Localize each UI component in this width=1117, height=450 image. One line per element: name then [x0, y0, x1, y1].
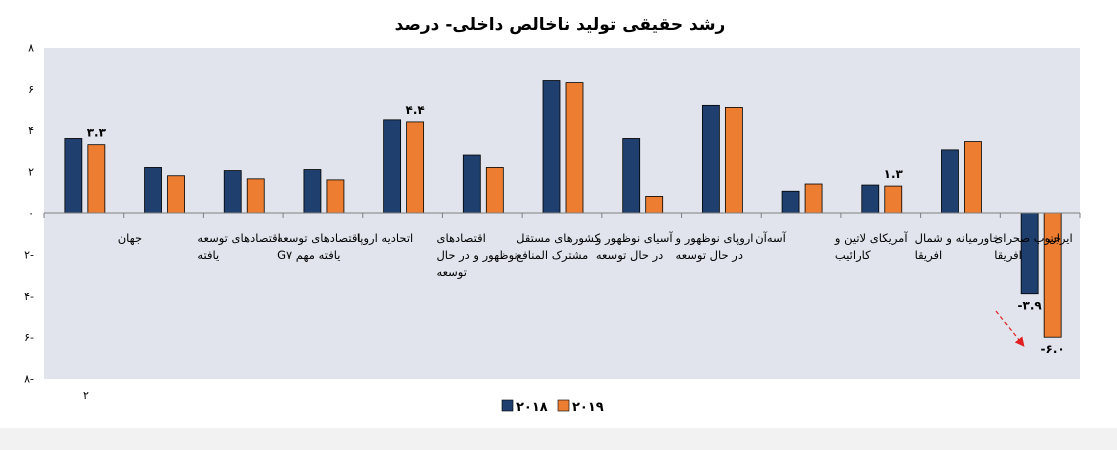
legend-swatch-1 [557, 399, 570, 412]
bars [64, 80, 1062, 338]
y-tick-label: ۰ [28, 207, 34, 220]
y-tick-label: ۲ [28, 166, 34, 179]
bar-3-series-0 [303, 169, 322, 214]
bar-7-series-0 [622, 138, 641, 214]
category-label-1: اقتصادهای توسعه یافته [197, 231, 280, 262]
category-label-11: جنوب صحرای افریقا [994, 231, 1061, 263]
data-label-3: -۳.۹ [1018, 299, 1043, 313]
x-axis [43, 212, 1081, 218]
bar-10-series-1 [884, 185, 903, 214]
bar-6-series-0 [542, 80, 561, 214]
y-tick-label: ۶ [28, 83, 34, 96]
y-tick-label: ۸ [28, 41, 34, 54]
annotation-arrow [995, 310, 1025, 347]
bar-5-series-0 [462, 154, 481, 214]
bar-11-series-0 [941, 149, 959, 214]
bar-2-series-1 [246, 178, 265, 214]
bar-9-series-1 [804, 183, 823, 214]
bar-2-series-0 [223, 170, 242, 214]
y-axis-ticks: ۸ ۶ ۴ ۲ ۰ ۲- ۴- ۶- ۸- [24, 41, 34, 385]
page-footnote: ۲ [83, 389, 89, 402]
chart-title: رشد حقیقی تولید ناخالص داخلی- درصد [395, 15, 726, 35]
legend-swatch-0 [501, 399, 514, 412]
data-label-1: ۴.۴ [406, 103, 425, 117]
bar-9-series-0 [781, 190, 800, 214]
bar-8-series-0 [701, 104, 720, 214]
data-label-2: ۱.۳ [884, 167, 904, 181]
bar-7-series-1 [645, 196, 664, 214]
bar-1-series-1 [167, 175, 185, 214]
bar-5-series-1 [485, 167, 504, 214]
category-label-5: کشورهای مستقل مشترک المنافع [516, 231, 600, 263]
bar-6-series-1 [565, 82, 584, 214]
legend-label-1: ۲۰۱۹ [572, 400, 604, 415]
bar-3-series-1 [326, 179, 345, 214]
category-label-8: آسه‌آن [755, 231, 786, 245]
category-label-10: خاورمیانه و شمال افریقا [915, 231, 1000, 263]
bar-0-series-1 [87, 144, 106, 214]
category-label-3: اتحادیه اروپا [357, 231, 413, 246]
data-label-4: -۶.۰ [1041, 342, 1065, 356]
category-label-2: اقتصادهای توسعه یافته مهم G۷ [277, 231, 360, 262]
y-tick-label: ۴ [28, 124, 34, 137]
bar-10-series-0 [861, 184, 880, 214]
y-tick-label: ۶- [24, 331, 34, 344]
bar-12-series-0 [1020, 212, 1039, 295]
y-tick-label: ۸- [24, 373, 34, 386]
bar-8-series-1 [724, 107, 743, 214]
y-tick-label: ۲- [24, 248, 34, 261]
category-label-7: اروپای نوظهور و در حال توسعه [675, 231, 754, 263]
bar-1-series-0 [144, 167, 162, 214]
category-label-12: ایران [1048, 231, 1072, 246]
data-label-0: ۳.۳ [87, 126, 107, 140]
legend: ۲۰۱۸ ۲۰۱۹ [501, 399, 604, 415]
category-label-9: آمریکای لاتین و کارائیب [834, 231, 908, 263]
annotation-arrow-line [995, 310, 1025, 347]
category-label-0: جهان [118, 231, 142, 245]
category-label-4: اقتصادهای نوظهور و در حال توسعه [436, 231, 517, 280]
bar-4-series-1 [406, 121, 425, 214]
bar-4-series-0 [383, 119, 402, 214]
bar-11-series-1 [964, 141, 982, 214]
legend-label-0: ۲۰۱۸ [516, 400, 548, 415]
bar-0-series-0 [64, 138, 83, 214]
y-tick-label: ۴- [24, 290, 34, 303]
data-labels: ۳.۳ ۴.۴ ۱.۳ -۳.۹ -۶.۰ [87, 103, 1065, 356]
category-label-6: آسیای نوظهور و در حال توسعه [595, 231, 674, 263]
